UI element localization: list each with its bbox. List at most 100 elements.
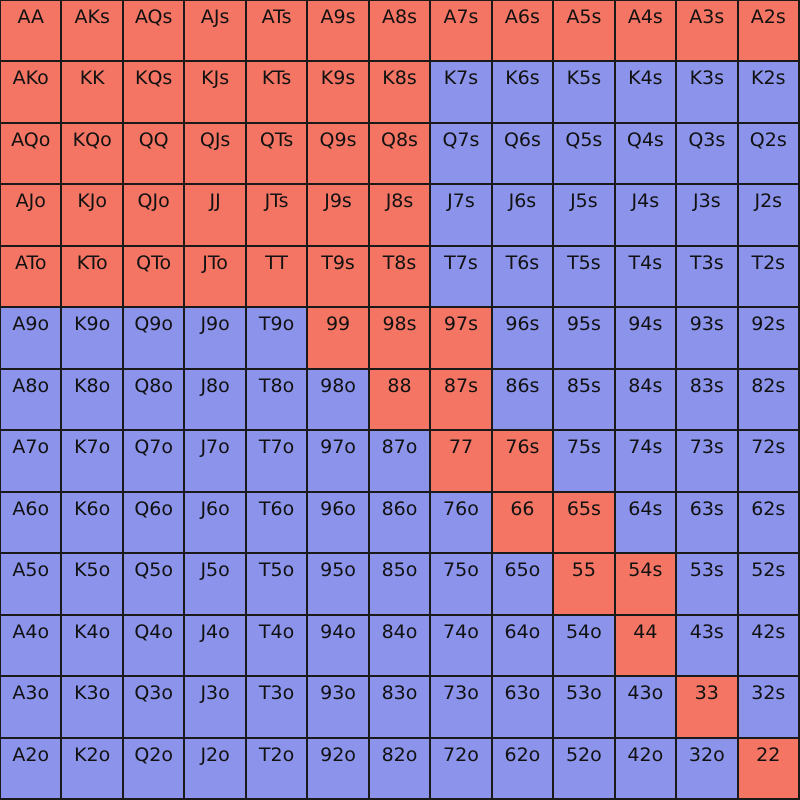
hand-cell-k3o[interactable]: K3o xyxy=(62,677,124,739)
hand-cell-kjo[interactable]: KJo xyxy=(62,185,124,247)
hand-cell-kto[interactable]: KTo xyxy=(62,246,124,309)
hand-cell-j8o[interactable]: J8o xyxy=(185,369,247,432)
hand-cell-43s[interactable]: 43s xyxy=(677,615,739,678)
hand-cell-j2o[interactable]: J2o xyxy=(185,738,247,800)
hand-cell-72o[interactable]: 72o xyxy=(431,738,493,800)
hand-cell-j3s[interactable]: J3s xyxy=(677,185,739,247)
hand-cell-ats[interactable]: ATs xyxy=(246,1,309,63)
hand-cell-j7s[interactable]: J7s xyxy=(431,185,493,247)
hand-cell-t2o[interactable]: T2o xyxy=(246,738,309,800)
hand-cell-aqo[interactable]: AQo xyxy=(1,123,63,186)
hand-cell-k7s[interactable]: K7s xyxy=(431,62,493,124)
hand-cell-65o[interactable]: 65o xyxy=(492,554,555,616)
hand-cell-j2s[interactable]: J2s xyxy=(738,185,800,247)
hand-cell-85o[interactable]: 85o xyxy=(369,554,432,616)
hand-cell-22[interactable]: 22 xyxy=(738,738,800,800)
hand-cell-j6s[interactable]: J6s xyxy=(492,185,555,247)
hand-cell-33[interactable]: 33 xyxy=(677,677,739,739)
hand-cell-jto[interactable]: JTo xyxy=(185,246,247,309)
hand-cell-a3s[interactable]: A3s xyxy=(677,1,739,63)
hand-cell-a4o[interactable]: A4o xyxy=(1,615,63,678)
hand-cell-a9s[interactable]: A9s xyxy=(308,1,370,63)
hand-cell-98o[interactable]: 98o xyxy=(308,369,370,432)
hand-cell-t6o[interactable]: T6o xyxy=(246,492,309,555)
hand-cell-a2o[interactable]: A2o xyxy=(1,738,63,800)
hand-cell-99[interactable]: 99 xyxy=(308,308,370,370)
hand-cell-jts[interactable]: JTs xyxy=(246,185,309,247)
hand-cell-t7o[interactable]: T7o xyxy=(246,431,309,493)
hand-cell-k9o[interactable]: K9o xyxy=(62,308,124,370)
hand-cell-k3s[interactable]: K3s xyxy=(677,62,739,124)
hand-cell-q3s[interactable]: Q3s xyxy=(677,123,739,186)
hand-cell-q4s[interactable]: Q4s xyxy=(615,123,678,186)
hand-cell-k7o[interactable]: K7o xyxy=(62,431,124,493)
hand-cell-ajs[interactable]: AJs xyxy=(185,1,247,63)
hand-cell-qjo[interactable]: QJo xyxy=(123,185,186,247)
hand-cell-95s[interactable]: 95s xyxy=(554,308,616,370)
hand-cell-84s[interactable]: 84s xyxy=(615,369,678,432)
hand-cell-q8s[interactable]: Q8s xyxy=(369,123,432,186)
hand-cell-74s[interactable]: 74s xyxy=(615,431,678,493)
hand-cell-a5o[interactable]: A5o xyxy=(1,554,63,616)
hand-cell-62s[interactable]: 62s xyxy=(738,492,800,555)
hand-cell-q5o[interactable]: Q5o xyxy=(123,554,186,616)
hand-cell-54o[interactable]: 54o xyxy=(554,615,616,678)
hand-cell-qq[interactable]: QQ xyxy=(123,123,186,186)
hand-cell-q7s[interactable]: Q7s xyxy=(431,123,493,186)
hand-cell-j8s[interactable]: J8s xyxy=(369,185,432,247)
hand-cell-92o[interactable]: 92o xyxy=(308,738,370,800)
hand-cell-74o[interactable]: 74o xyxy=(431,615,493,678)
hand-cell-t3s[interactable]: T3s xyxy=(677,246,739,309)
hand-cell-j7o[interactable]: J7o xyxy=(185,431,247,493)
hand-cell-j9s[interactable]: J9s xyxy=(308,185,370,247)
hand-cell-kqs[interactable]: KQs xyxy=(123,62,186,124)
hand-cell-kk[interactable]: KK xyxy=(62,62,124,124)
hand-cell-k5o[interactable]: K5o xyxy=(62,554,124,616)
hand-cell-84o[interactable]: 84o xyxy=(369,615,432,678)
hand-cell-j4o[interactable]: J4o xyxy=(185,615,247,678)
hand-cell-t9s[interactable]: T9s xyxy=(308,246,370,309)
hand-cell-75o[interactable]: 75o xyxy=(431,554,493,616)
hand-cell-53o[interactable]: 53o xyxy=(554,677,616,739)
hand-cell-a5s[interactable]: A5s xyxy=(554,1,616,63)
hand-cell-q9o[interactable]: Q9o xyxy=(123,308,186,370)
hand-cell-k8s[interactable]: K8s xyxy=(369,62,432,124)
hand-cell-52s[interactable]: 52s xyxy=(738,554,800,616)
hand-cell-qts[interactable]: QTs xyxy=(246,123,309,186)
hand-cell-65s[interactable]: 65s xyxy=(554,492,616,555)
hand-cell-44[interactable]: 44 xyxy=(615,615,678,678)
hand-cell-64o[interactable]: 64o xyxy=(492,615,555,678)
hand-cell-k4o[interactable]: K4o xyxy=(62,615,124,678)
hand-cell-j3o[interactable]: J3o xyxy=(185,677,247,739)
hand-cell-kjs[interactable]: KJs xyxy=(185,62,247,124)
hand-cell-54s[interactable]: 54s xyxy=(615,554,678,616)
hand-cell-t3o[interactable]: T3o xyxy=(246,677,309,739)
hand-cell-72s[interactable]: 72s xyxy=(738,431,800,493)
hand-cell-k4s[interactable]: K4s xyxy=(615,62,678,124)
hand-cell-88[interactable]: 88 xyxy=(369,369,432,432)
hand-cell-q4o[interactable]: Q4o xyxy=(123,615,186,678)
hand-cell-85s[interactable]: 85s xyxy=(554,369,616,432)
hand-cell-55[interactable]: 55 xyxy=(554,554,616,616)
hand-cell-k2o[interactable]: K2o xyxy=(62,738,124,800)
hand-cell-87o[interactable]: 87o xyxy=(369,431,432,493)
hand-cell-62o[interactable]: 62o xyxy=(492,738,555,800)
hand-cell-86o[interactable]: 86o xyxy=(369,492,432,555)
hand-cell-t8o[interactable]: T8o xyxy=(246,369,309,432)
hand-cell-83o[interactable]: 83o xyxy=(369,677,432,739)
hand-cell-k9s[interactable]: K9s xyxy=(308,62,370,124)
hand-cell-t5s[interactable]: T5s xyxy=(554,246,616,309)
hand-cell-j4s[interactable]: J4s xyxy=(615,185,678,247)
hand-cell-92s[interactable]: 92s xyxy=(738,308,800,370)
hand-cell-t4s[interactable]: T4s xyxy=(615,246,678,309)
hand-cell-ato[interactable]: ATo xyxy=(1,246,63,309)
hand-cell-63o[interactable]: 63o xyxy=(492,677,555,739)
hand-cell-qjs[interactable]: QJs xyxy=(185,123,247,186)
hand-cell-97o[interactable]: 97o xyxy=(308,431,370,493)
hand-cell-jj[interactable]: JJ xyxy=(185,185,247,247)
hand-cell-86s[interactable]: 86s xyxy=(492,369,555,432)
hand-cell-q3o[interactable]: Q3o xyxy=(123,677,186,739)
hand-cell-a7o[interactable]: A7o xyxy=(1,431,63,493)
hand-cell-a7s[interactable]: A7s xyxy=(431,1,493,63)
hand-cell-a9o[interactable]: A9o xyxy=(1,308,63,370)
